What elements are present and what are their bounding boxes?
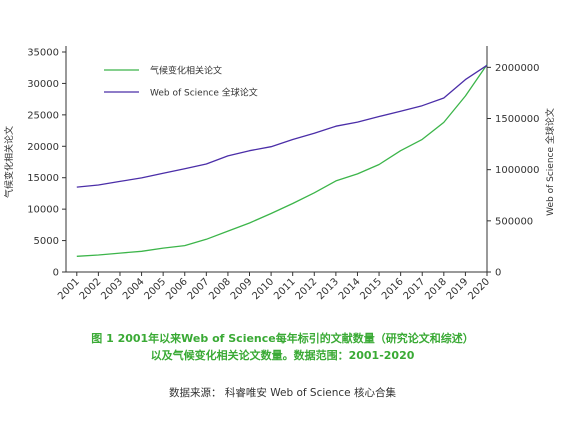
y-right-tick-label: 500000 [495,216,533,227]
y-right-tick-label: 1000000 [495,165,540,176]
legend: 气候变化相关论文 Web of Science 全球论文 [104,65,258,99]
y-left-tick-label: 10000 [27,205,59,216]
y-left-tick-label: 20000 [27,142,59,153]
x-tick-label: 2007 [186,276,212,302]
x-tick-label: 2019 [445,276,471,302]
x-tick-label: 2013 [315,276,341,302]
figure-caption: 图 1 2001年以来Web of Science每年标引的文献数量（研究论文和… [0,330,565,364]
x-tick-label: 2018 [423,276,449,302]
x-tick-label: 2005 [142,276,168,302]
x-tick-label: 2011 [272,276,298,302]
x-tick-label: 2012 [294,276,320,302]
y-left-tick-label: 30000 [27,79,59,90]
y-right-tick-label: 2000000 [495,63,540,74]
y-left-tick-label: 5000 [34,236,59,247]
caption-line-1: 图 1 2001年以来Web of Science每年标引的文献数量（研究论文和… [91,332,474,345]
series-line-2 [76,64,488,188]
x-tick-label: 2001 [56,276,82,302]
x-tick-label: 2002 [78,276,104,302]
x-tick-label: 2016 [380,276,406,302]
x-tick-label: 2015 [358,276,384,302]
chart: 0 5000 10000 15000 20000 25000 30000 35000 0 5000… [3,46,556,302]
x-tick-label: 2014 [337,276,363,302]
y-left-tick-label: 25000 [27,110,59,121]
x-tick-label: 2004 [121,276,147,302]
x-tick-label: 2009 [229,276,255,302]
x-tick-label: 2006 [164,276,190,302]
x-tick-label: 2017 [402,276,428,302]
caption-line-2: 以及气候变化相关论文数量。数据范围：2001-2020 [150,349,415,362]
data-source: 数据来源： 科睿唯安 Web of Science 核心合集 [169,387,396,399]
legend-label-2: Web of Science 全球论文 [150,87,258,99]
x-tick-label: 2020 [466,276,492,302]
y-right-tick-label: 1500000 [495,114,540,125]
series-layer [76,64,488,257]
y-left-tick-label: 0 [53,268,59,279]
series-line-1 [76,64,488,257]
x-tick-label: 2010 [250,276,276,302]
y-axis-left-title: 气候变化相关论文 [3,126,15,198]
y-axis-right-title: Web of Science 全球论文 [544,108,556,216]
y-left-tick-label: 35000 [27,48,59,59]
y-left-tick-label: 15000 [27,173,59,184]
x-tick-label: 2008 [207,276,233,302]
x-tick-label: 2003 [99,276,125,302]
y-right-tick-label: 0 [495,268,501,279]
legend-label-1: 气候变化相关论文 [150,65,222,77]
